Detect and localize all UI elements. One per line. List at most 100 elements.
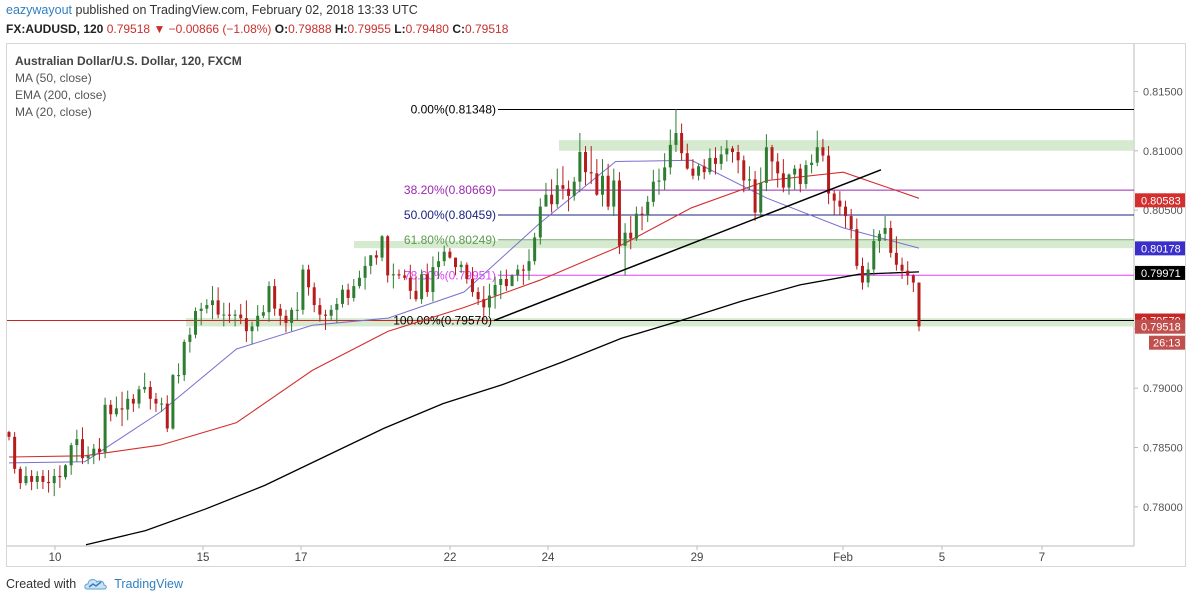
y-tick-label: 0.78000 xyxy=(1143,502,1183,514)
legend-ma20[interactable]: MA (20, close) xyxy=(15,105,92,119)
low-value: 0.79480 xyxy=(405,22,449,36)
y-tick-label: 0.81000 xyxy=(1143,146,1183,158)
close-value: 0.79518 xyxy=(464,22,509,36)
candle-body xyxy=(97,448,101,453)
indicator-legend: Australian Dollar/U.S. Dollar, 120, FXCM… xyxy=(15,53,242,121)
candle-body xyxy=(30,475,34,482)
high-value: 0.79955 xyxy=(347,22,391,36)
candle-body xyxy=(148,386,152,399)
candle-body xyxy=(821,147,825,156)
candle-body xyxy=(493,284,497,296)
candle-body xyxy=(889,227,893,253)
candle-body xyxy=(651,181,655,202)
publish-header: eazywayout published on TradingView.com,… xyxy=(6,3,418,17)
chart-frame[interactable] xyxy=(6,43,1186,567)
candle-body xyxy=(397,274,401,276)
candle-body xyxy=(216,300,220,315)
legend-ema200[interactable]: EMA (200, close) xyxy=(15,88,107,102)
price-badge-4 xyxy=(1135,319,1185,334)
candle-body xyxy=(917,282,921,327)
candle-body xyxy=(312,287,316,306)
candle-body xyxy=(459,264,463,268)
fib-label-3: 61.80%(0.80249) xyxy=(404,233,496,247)
support-zone-2 xyxy=(186,318,1134,327)
tradingview-link[interactable]: TradingView xyxy=(84,577,183,591)
candle-body xyxy=(109,404,113,415)
candle-body xyxy=(815,147,819,163)
y-tick-label: 0.78500 xyxy=(1143,442,1183,454)
price-badge-label: 0.80583 xyxy=(1141,195,1181,207)
candle-body xyxy=(561,185,565,189)
candle-body xyxy=(114,408,118,415)
fib-label-2: 50.00%(0.80459) xyxy=(404,208,496,222)
candle-body xyxy=(719,154,723,164)
candle-body xyxy=(629,232,633,239)
candle-body xyxy=(329,309,333,316)
candle-body xyxy=(256,315,260,327)
candle-body xyxy=(227,314,231,316)
x-tick-label: 10 xyxy=(49,552,62,564)
ma20-line xyxy=(8,159,920,464)
candle-body xyxy=(205,305,209,309)
candle-body xyxy=(793,168,797,175)
candle-body xyxy=(126,398,130,410)
candle-body xyxy=(386,236,390,276)
candle-body xyxy=(606,175,610,207)
candle-body xyxy=(143,386,147,390)
candle-body xyxy=(894,252,898,265)
candle-body xyxy=(194,311,198,335)
candle-body xyxy=(872,241,876,270)
candle-body xyxy=(860,265,864,283)
legend-ma50[interactable]: MA (50, close) xyxy=(15,71,92,85)
candle-body xyxy=(363,265,367,278)
candle-body xyxy=(120,408,124,410)
y-tick-label: 0.80500 xyxy=(1143,205,1183,217)
candle-body xyxy=(911,275,915,283)
price-badge-label: 0.79971 xyxy=(1141,268,1181,280)
support-zone-1 xyxy=(354,241,1134,249)
fib-label-1: 38.20%(0.80669) xyxy=(404,183,496,197)
footer: Created with TradingView xyxy=(6,577,183,591)
candle-body xyxy=(188,334,192,342)
candle-body xyxy=(420,274,424,300)
price-badge-label: 0.79518 xyxy=(1141,322,1181,334)
candle-body xyxy=(595,173,599,195)
candle-body xyxy=(414,290,418,300)
ema200-line xyxy=(85,271,920,546)
candle-body xyxy=(374,255,378,258)
candle-body xyxy=(165,403,169,429)
candle-body xyxy=(284,315,288,323)
candle-body xyxy=(900,264,904,271)
candle-body xyxy=(448,251,452,258)
candle-body xyxy=(408,277,412,291)
candle-body xyxy=(883,227,887,234)
candle-body xyxy=(600,175,604,195)
chart-title: Australian Dollar/U.S. Dollar, 120, FXCM xyxy=(15,54,242,68)
candle-body xyxy=(544,194,548,207)
resistance-zone xyxy=(559,140,1134,151)
candle-body xyxy=(261,312,265,316)
candle-body xyxy=(578,151,582,182)
author-link[interactable]: eazywayout xyxy=(6,3,73,17)
candle-body xyxy=(510,275,514,287)
candle-body xyxy=(714,157,718,164)
candle-body xyxy=(804,165,808,185)
candle-body xyxy=(866,269,870,283)
candle-body xyxy=(798,168,802,185)
candle-body xyxy=(668,144,672,168)
candle-body xyxy=(346,289,350,298)
candle-body xyxy=(657,180,661,182)
candle-body xyxy=(171,375,175,429)
candle-body xyxy=(340,289,344,304)
candle-body xyxy=(742,160,746,181)
candle-body xyxy=(781,173,785,188)
candle-body xyxy=(708,157,712,173)
candle-body xyxy=(75,439,79,446)
fib-label-0: 0.00%(0.81348) xyxy=(411,103,496,117)
x-tick-label: 7 xyxy=(1039,552,1045,564)
candle-body xyxy=(454,257,458,268)
candle-body xyxy=(278,308,282,316)
candle-body xyxy=(555,185,559,205)
candle-body xyxy=(391,274,395,276)
